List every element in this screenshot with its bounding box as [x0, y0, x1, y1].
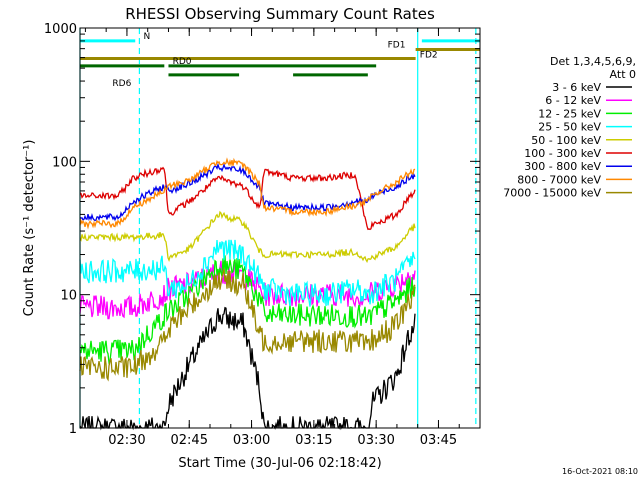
flag-label-n: N	[144, 32, 151, 42]
legend-label: 800 - 7000 keV	[517, 173, 601, 186]
flag-layer: N FD1 FD2 RD0 RD6	[80, 32, 480, 89]
axis-layer: 02:30 02:45 03:00 03:15 03:30 03:45 1 10 100 1000	[44, 22, 481, 448]
legend-label: 300 - 800 keV	[524, 160, 601, 173]
legend-label: 12 - 25 keV	[538, 107, 601, 120]
timestamp: 16-Oct-2021 08:10	[562, 467, 638, 476]
legend-header: Det 1,3,4,5,6,9,	[550, 55, 636, 68]
legend-label: 6 - 12 keV	[545, 94, 601, 107]
plot-layer	[79, 28, 477, 431]
x-tick-label: 03:45	[420, 433, 457, 448]
series-line-50-100-kev	[79, 210, 416, 263]
x-tick-label: 03:30	[357, 433, 394, 448]
x-tick-label: 03:00	[233, 433, 270, 448]
chart-title: RHESSI Observing Summary Count Rates	[125, 5, 435, 23]
legend-label: 100 - 300 keV	[524, 147, 601, 160]
series-line-100-300-kev	[79, 166, 416, 231]
y-axis-label: Count Rate (s⁻¹ detector⁻¹)	[22, 140, 37, 317]
legend-label: 3 - 6 keV	[552, 81, 601, 94]
x-tick-label: 02:45	[171, 433, 208, 448]
flag-label-rd6: RD6	[112, 79, 131, 89]
legend-label: 25 - 50 keV	[538, 121, 601, 134]
legend-label: 50 - 100 keV	[531, 134, 601, 147]
flag-label-fd1: FD1	[388, 40, 406, 50]
series-line-800-7000-kev	[79, 157, 416, 230]
series-line-7000-15000-kev	[79, 268, 416, 382]
flag-label-fd2: FD2	[420, 51, 438, 61]
plot-frame	[79, 27, 481, 429]
y-tick-label: 100	[52, 155, 77, 170]
x-axis-label: Start Time (30-Jul-06 02:18:42)	[178, 456, 381, 471]
legend-label: 7000 - 15000 keV	[503, 187, 601, 200]
y-tick-label: 1000	[44, 22, 77, 37]
legend-header: Att 0	[610, 68, 636, 81]
y-tick-label: 1	[69, 422, 77, 437]
series-line-300-800-kev	[79, 162, 416, 222]
series-line-25-50-kev	[79, 239, 416, 307]
x-tick-label: 03:15	[295, 433, 332, 448]
y-tick-label: 10	[60, 289, 77, 304]
series-line-12-25-kev	[79, 255, 416, 365]
flag-label-rd0: RD0	[173, 57, 192, 67]
x-tick-label: 02:30	[108, 433, 145, 448]
